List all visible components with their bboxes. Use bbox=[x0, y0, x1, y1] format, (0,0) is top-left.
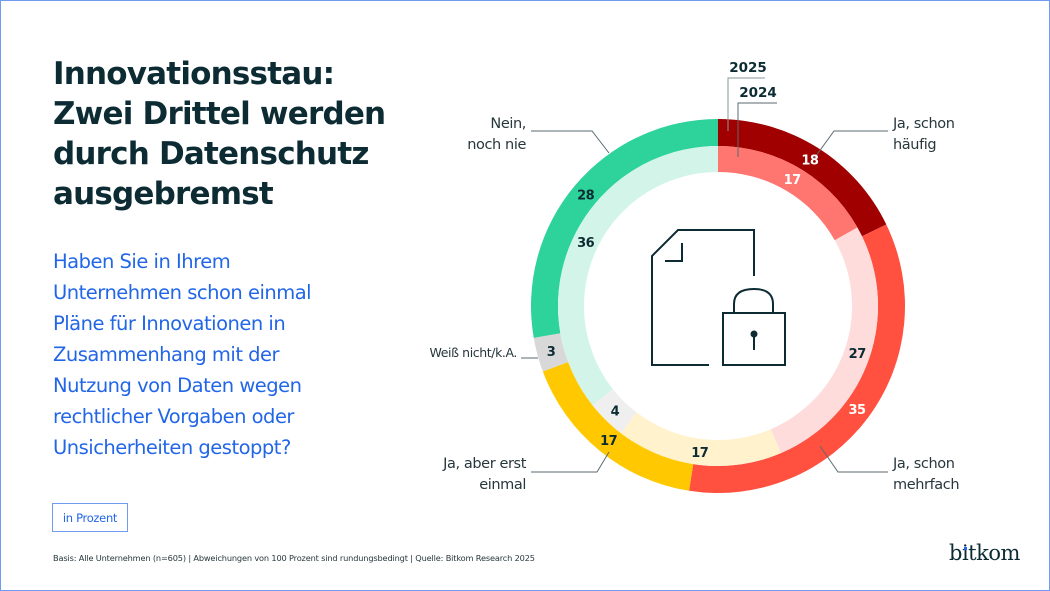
question-line: Haben Sie in Ihrem bbox=[53, 250, 231, 273]
survey-question: Haben Sie in Ihrem Unternehmen schon ein… bbox=[53, 246, 383, 463]
title-line: durch Datenschutz bbox=[53, 136, 369, 172]
segment-2024-nein-noch-nie bbox=[557, 146, 718, 406]
category-label-ja-aber-erst-einmal: Ja, aber erst einmal bbox=[442, 456, 527, 493]
document-fold bbox=[665, 243, 683, 262]
document-lock-icon bbox=[651, 229, 786, 366]
value-label-2025-ja-aber-erst-einmal: 17 bbox=[600, 434, 618, 449]
lock-shackle bbox=[733, 287, 774, 313]
category-label-line: Ja, schon bbox=[892, 456, 955, 472]
segment-2024-ja-schon-mehrfach bbox=[770, 227, 878, 454]
category-label-ja-schon-haeufig: Ja, schon häufig bbox=[892, 116, 955, 153]
question-line: Unternehmen schon einmal bbox=[53, 281, 312, 304]
value-label-2024-ja-schon-mehrfach: 27 bbox=[849, 347, 867, 362]
unit-badge: in Prozent bbox=[52, 503, 128, 532]
question-line: Zusammenhang mit der bbox=[53, 343, 280, 366]
value-label-2024-nein-noch-nie: 36 bbox=[577, 236, 595, 251]
chart-rings bbox=[530, 119, 905, 493]
value-label-2025-ja-schon-haeufig: 18 bbox=[801, 153, 819, 168]
category-label-nein-noch-nie: Nein, noch nie bbox=[467, 116, 526, 153]
segment-2024-ja-schon-haeufig bbox=[718, 146, 858, 241]
question-line: Pläne für Innovationen in bbox=[53, 312, 286, 335]
value-label-2024-ja-schon-haeufig: 17 bbox=[784, 173, 802, 188]
chart-labels: 18 35 17 3 28 17 27 17 4 36 2025 2024 Ja, schon häufi… bbox=[430, 60, 960, 493]
title-line: Zwei Drittel werden bbox=[53, 96, 386, 132]
segment-2025-ja-aber-erst-einmal bbox=[542, 362, 694, 491]
year-label-2025: 2025 bbox=[729, 60, 767, 76]
category-label-ja-schon-mehrfach: Ja, schon mehrfach bbox=[892, 456, 959, 493]
value-label-2024-weiss-nicht-k-a: 4 bbox=[611, 405, 620, 420]
title-line: Innovationsstau: bbox=[53, 56, 335, 92]
segment-2024-weiss-nicht-k-a bbox=[592, 389, 637, 434]
category-label-line: Nein, bbox=[490, 116, 526, 132]
category-label-weiss-nicht-k-a: Weiß nicht/k.A. bbox=[430, 345, 517, 360]
logo-text: bitkom bbox=[949, 541, 1020, 565]
question-line: rechtlicher Vorgaben oder bbox=[53, 405, 294, 428]
category-label-line: einmal bbox=[479, 477, 526, 493]
segment-2025-ja-schon-mehrfach bbox=[689, 224, 905, 493]
value-label-2025-ja-schon-mehrfach: 35 bbox=[848, 403, 866, 418]
category-label-line: Ja, aber erst bbox=[442, 456, 527, 472]
question-line: Nutzung von Daten wegen bbox=[53, 374, 302, 397]
year-label-2024: 2024 bbox=[739, 85, 777, 101]
leader-line-ja-aber-erst-einmal bbox=[531, 451, 610, 473]
category-label-line: häufig bbox=[893, 137, 936, 153]
bitkom-logo: bitkom bbox=[949, 541, 1020, 565]
segment-2025-weiss-nicht-k-a bbox=[533, 333, 569, 372]
segment-2025-nein-noch-nie bbox=[530, 119, 718, 338]
value-label-2024-ja-aber-erst-einmal: 17 bbox=[691, 446, 709, 461]
leader-line-ja-schon-mehrfach bbox=[819, 445, 888, 473]
chart-leader-lines bbox=[521, 77, 888, 473]
segment-2024-ja-aber-erst-einmal bbox=[620, 412, 781, 467]
category-label-line: Weiß nicht/k.A. bbox=[430, 345, 517, 360]
logo-dot bbox=[964, 547, 967, 550]
question-line: Unsicherheiten gestoppt? bbox=[53, 436, 291, 459]
leader-line-ja-schon-haeufig bbox=[812, 130, 888, 161]
category-label-line: mehrfach bbox=[893, 477, 959, 493]
value-label-2025-nein-noch-nie: 28 bbox=[577, 189, 595, 204]
segment-2025-ja-schon-haeufig bbox=[718, 119, 887, 237]
year-leader-2024 bbox=[737, 102, 777, 157]
value-label-2025-weiss-nicht-k-a: 3 bbox=[547, 345, 556, 360]
category-label-line: noch nie bbox=[467, 137, 526, 153]
title-line: ausgebremst bbox=[53, 176, 274, 212]
year-leader-2025 bbox=[727, 77, 765, 131]
leader-line-nein-noch-nie bbox=[531, 130, 610, 154]
category-label-line: Ja, schon bbox=[892, 116, 955, 132]
page-title: Innovationsstau: Zwei Drittel werden dur… bbox=[53, 54, 413, 214]
source-footnote: Basis: Alle Unternehmen (n=605) | Abweic… bbox=[53, 553, 535, 563]
document-outline bbox=[651, 229, 755, 366]
